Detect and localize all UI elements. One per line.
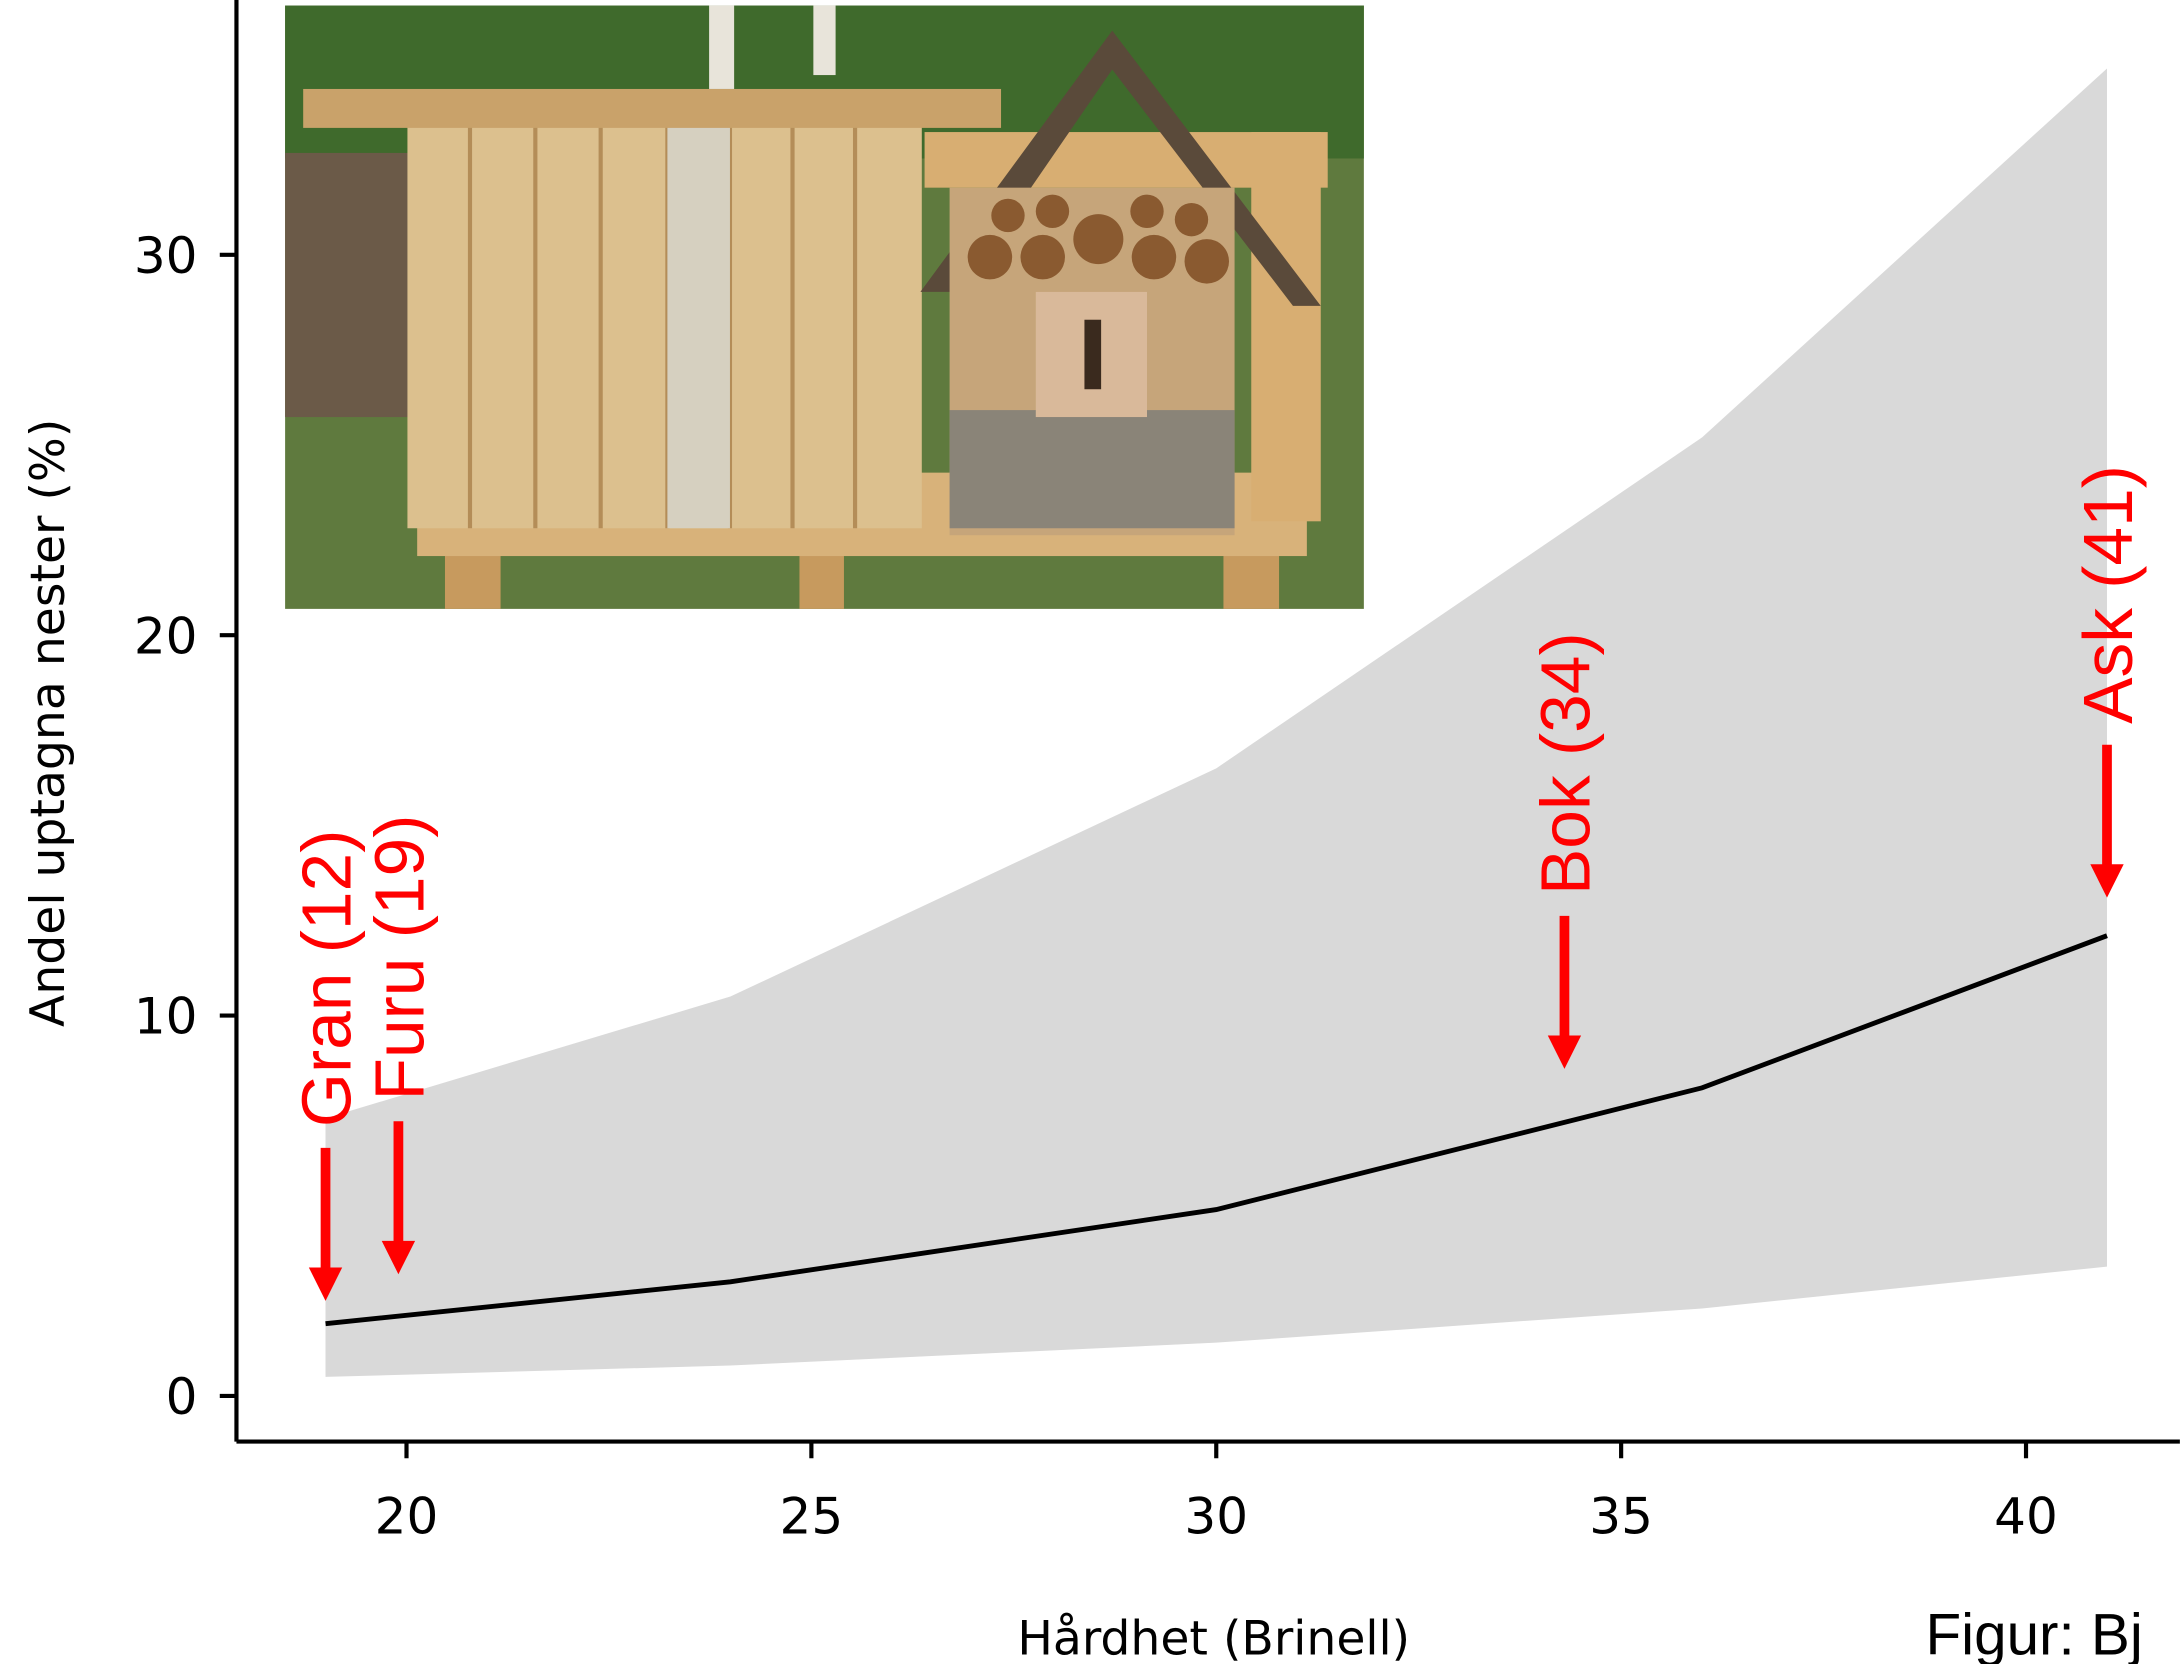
photo-birch [709,5,735,89]
annotation-arrow-head [1547,1035,1582,1069]
photo-plank-light [667,122,730,529]
photo [285,5,1364,609]
photo-mesh [949,410,1235,529]
photo-slot [1084,319,1102,390]
x-axis-label: Hårdhet (Brinell) [1017,1611,1410,1664]
photo-holes [967,194,1230,284]
annotation-arrow-head [381,1240,416,1275]
y-tick-label: 20 [134,607,198,665]
annotation-label: Bok (34) [1526,632,1604,895]
photo-post [1251,132,1321,522]
caption: Figur: Bj [1925,1602,2142,1664]
annotation-label: Furu (19) [360,815,438,1101]
y-axis-label: Andel uptagna nester (%) [21,419,76,1027]
x-tick-label: 20 [375,1487,439,1545]
annotation-label: Ask (41) [2069,465,2147,724]
confidence-band [325,68,2107,1377]
photo-block [407,122,922,529]
x-tick-label: 25 [780,1487,844,1545]
photo-roof [303,88,1002,128]
x-tick-label: 35 [1589,1487,1653,1545]
trend-line [325,933,2108,1327]
y-tick-label: 0 [166,1368,198,1426]
x-tick-label: 40 [1994,1487,2058,1545]
photo-birch [813,5,836,76]
x-tick-label: 30 [1184,1487,1248,1545]
y-tick-label: 10 [134,988,198,1046]
annotation-label: Gran (12) [288,830,366,1127]
y-tick-label: 30 [134,227,198,285]
annotation-arrow-head [2090,864,2124,898]
annotation-arrow-head [308,1267,343,1301]
